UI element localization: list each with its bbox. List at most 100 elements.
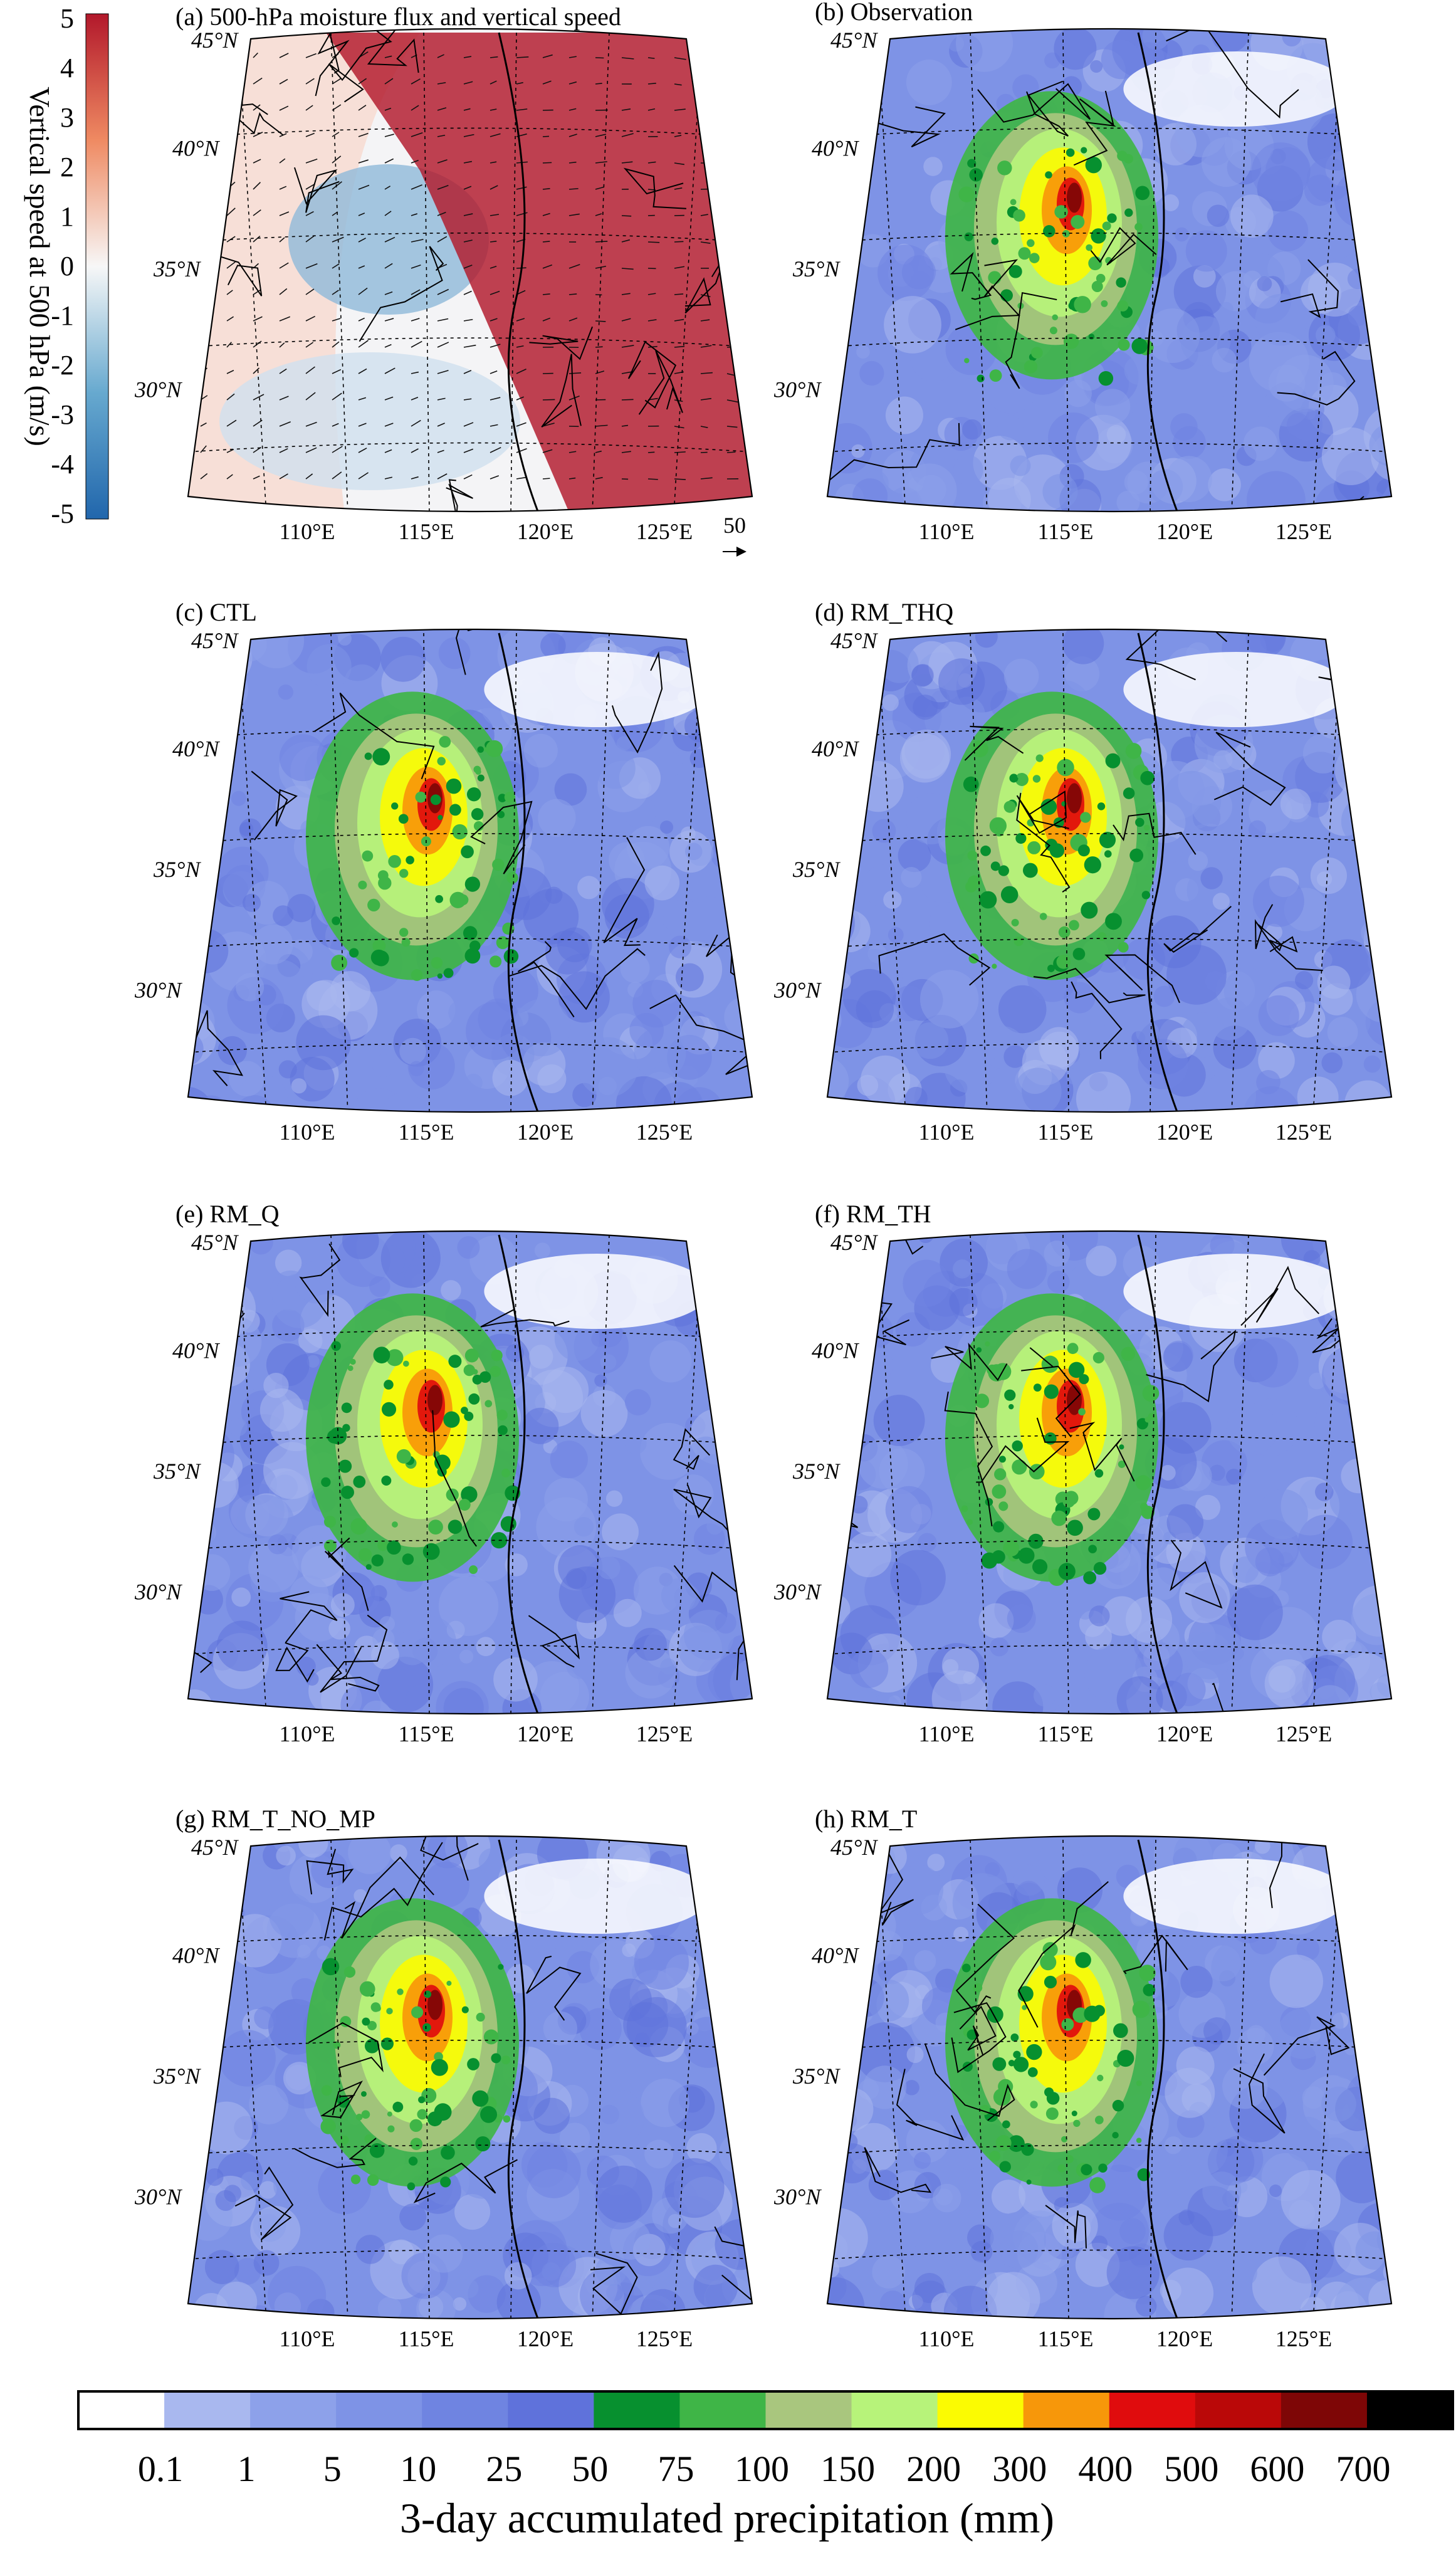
precip-cell bbox=[711, 1397, 731, 1417]
precip-cell bbox=[963, 776, 979, 792]
flux-vector bbox=[305, 105, 313, 111]
precip-cell bbox=[409, 1061, 424, 1076]
precip-cell bbox=[1297, 1076, 1339, 1112]
precip-cell bbox=[480, 2106, 498, 2123]
precip-cell bbox=[911, 664, 934, 687]
flux-vector bbox=[726, 57, 737, 60]
precip-cell bbox=[1343, 132, 1390, 179]
precip-cell bbox=[1306, 157, 1351, 202]
latitude-gridline bbox=[188, 1540, 752, 1550]
precip-cell bbox=[1226, 1469, 1242, 1485]
precip-cell bbox=[231, 1587, 251, 1607]
precip-cell bbox=[902, 463, 957, 512]
precip-cell bbox=[973, 436, 1027, 490]
panel-title: (b) Observation bbox=[815, 0, 973, 26]
precip-cell bbox=[1357, 1991, 1391, 2029]
precip-cell bbox=[443, 1411, 460, 1428]
precip-cell bbox=[248, 1231, 273, 1255]
precip-cell bbox=[726, 1939, 752, 1976]
precip-cell bbox=[407, 2182, 416, 2191]
lon-label: 120°E bbox=[517, 519, 573, 544]
flux-vector bbox=[279, 237, 285, 243]
precip-cell bbox=[1057, 2164, 1066, 2173]
precip-cell bbox=[689, 1436, 723, 1470]
precip-cell bbox=[1026, 2044, 1042, 2060]
precip-cell bbox=[1017, 773, 1023, 779]
precip-cell bbox=[591, 1331, 607, 1347]
precip-cell bbox=[263, 1442, 321, 1499]
precip-cell bbox=[1368, 318, 1391, 342]
precip-cell bbox=[1207, 204, 1230, 227]
flux-vector bbox=[463, 186, 472, 190]
precip-cell bbox=[597, 1556, 621, 1580]
precip-cell bbox=[273, 2171, 303, 2201]
precip-cell bbox=[730, 1465, 752, 1508]
precip-tick-label: 200 bbox=[906, 2448, 961, 2489]
precip-cell bbox=[969, 168, 983, 182]
lon-label: 125°E bbox=[1275, 1120, 1332, 1145]
precip-cell bbox=[885, 1486, 933, 1533]
precip-cell bbox=[403, 1360, 409, 1367]
precip-cell bbox=[1039, 913, 1047, 920]
flux-vector bbox=[674, 318, 684, 322]
precip-cell bbox=[657, 752, 683, 777]
precip-cell bbox=[935, 1968, 960, 1993]
latitude-gridline bbox=[188, 232, 752, 243]
precip-cell bbox=[422, 1543, 440, 1560]
boundary-line bbox=[324, 1537, 369, 1611]
flux-vector bbox=[700, 241, 711, 244]
flux-vector bbox=[411, 105, 419, 111]
boundary-line bbox=[526, 1955, 582, 2021]
precip-cell bbox=[1264, 1659, 1314, 1709]
flux-vector bbox=[226, 316, 234, 322]
precip-cell bbox=[498, 1425, 508, 1435]
precip-cell bbox=[477, 774, 484, 782]
precip-cell bbox=[1355, 757, 1391, 803]
precip-cell bbox=[1015, 832, 1027, 844]
flux-vector bbox=[279, 342, 285, 348]
precip-cell bbox=[1302, 2086, 1325, 2109]
lat-label: 45°N bbox=[830, 1835, 878, 1860]
flux-vector bbox=[621, 293, 631, 295]
precip-cell bbox=[206, 2168, 224, 2186]
flux-vector bbox=[437, 342, 449, 348]
precip-cell bbox=[253, 924, 293, 965]
precip-cell bbox=[396, 1449, 411, 1464]
precip-colorbar-swatch bbox=[508, 2391, 594, 2429]
precip-cell bbox=[492, 1059, 529, 1096]
precip-cell bbox=[367, 2174, 379, 2186]
precip-cell bbox=[649, 1340, 692, 1383]
boundary-line bbox=[1033, 968, 1146, 1004]
precip-cell bbox=[1349, 724, 1371, 746]
flux-vector bbox=[437, 473, 448, 480]
precip-cell bbox=[1360, 56, 1390, 86]
precip-cell bbox=[544, 1477, 588, 1522]
boundary-line bbox=[1257, 924, 1298, 953]
flux-vector bbox=[437, 159, 448, 164]
flux-vector bbox=[384, 422, 394, 427]
flux-vector bbox=[279, 396, 289, 401]
precip-cell bbox=[291, 1525, 347, 1580]
precip-cell bbox=[1091, 2164, 1148, 2221]
precip-cell bbox=[1073, 2119, 1081, 2128]
precip-cell bbox=[1104, 850, 1112, 858]
flux-vector bbox=[621, 108, 631, 111]
precip-cell bbox=[364, 2038, 380, 2054]
precip-cell bbox=[522, 1407, 559, 1444]
precip-cell bbox=[1361, 920, 1386, 945]
precip-tick-label: 5 bbox=[323, 2448, 342, 2489]
flux-vector bbox=[305, 183, 315, 190]
flux-vector bbox=[253, 340, 262, 348]
precip-cell bbox=[977, 374, 985, 382]
vertical-speed-colorbar: 5 4 3 2 1 0 -1 -2 -3 -4 -5 Vertical speed at 500 h… bbox=[24, 3, 109, 529]
precip-cell bbox=[341, 1402, 352, 1414]
boundary-line bbox=[964, 725, 1024, 761]
precip-cell bbox=[1032, 1559, 1048, 1575]
precip-cell bbox=[464, 876, 481, 892]
precip-cell bbox=[686, 2133, 717, 2164]
precip-cell bbox=[1232, 1556, 1259, 1583]
precip-cell bbox=[1375, 181, 1390, 195]
precip-cell bbox=[1118, 338, 1130, 351]
boundary-line bbox=[420, 1836, 479, 1881]
precip-cell bbox=[827, 809, 839, 840]
